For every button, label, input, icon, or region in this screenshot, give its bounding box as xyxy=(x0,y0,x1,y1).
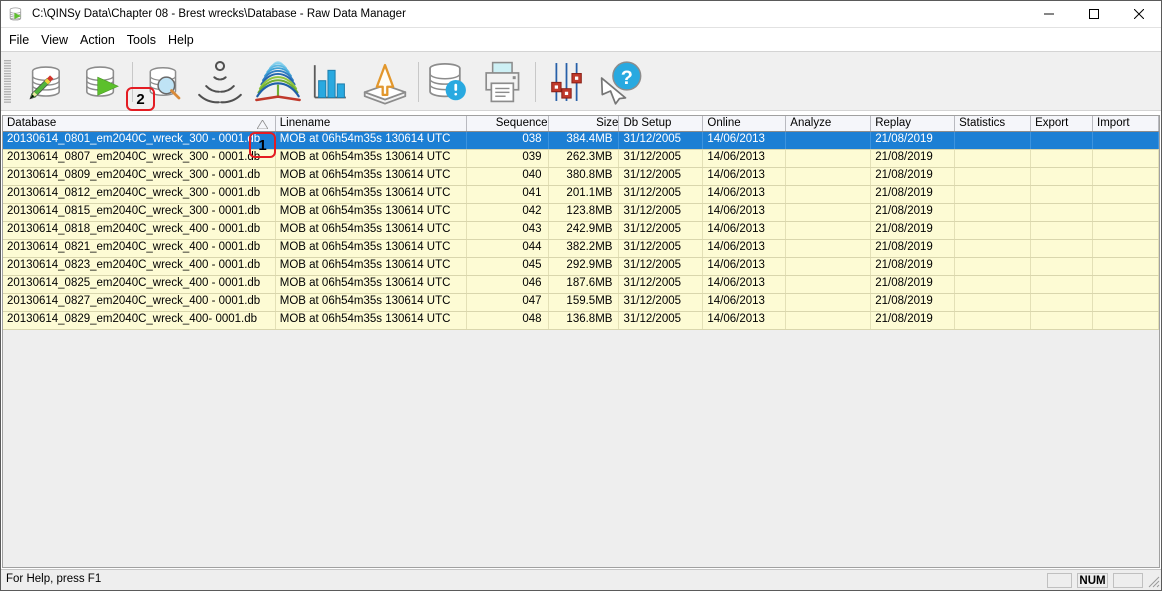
svg-text:?: ? xyxy=(621,67,633,89)
